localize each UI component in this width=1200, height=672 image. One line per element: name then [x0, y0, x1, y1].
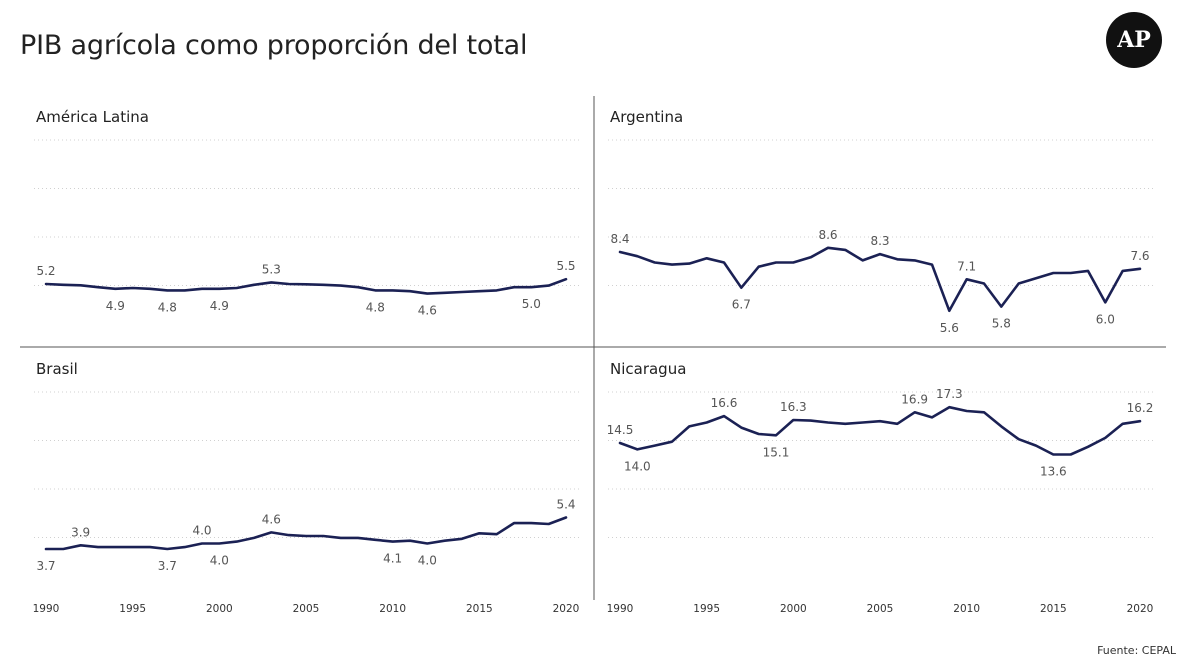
- nicaragua-data-label: 16.6: [711, 396, 738, 410]
- america-latina-panel-title: América Latina: [36, 108, 149, 126]
- brasil-data-label: 3.7: [158, 559, 177, 573]
- america-latina-data-label: 5.3: [262, 262, 281, 276]
- nicaragua-data-label: 14.5: [607, 423, 634, 437]
- brasil-data-label: 4.6: [262, 512, 281, 526]
- nicaragua-series-line: [618, 405, 1142, 456]
- argentina-data-label: 7.6: [1130, 249, 1149, 263]
- argentina-series-line: [618, 246, 1142, 313]
- america-latina-data-label: 5.0: [522, 297, 541, 311]
- nicaragua-data-label: 16.9: [901, 392, 928, 406]
- x-tick-label: 1995: [693, 603, 720, 615]
- brasil-data-label: 3.7: [36, 559, 55, 573]
- x-tick-label: 2010: [953, 603, 980, 615]
- brasil-data-label: 4.0: [418, 553, 437, 567]
- america-latina-data-label: 4.8: [366, 300, 385, 314]
- argentina-data-label: 8.4: [610, 232, 629, 246]
- x-tick-label: 2000: [206, 603, 233, 615]
- nicaragua-data-label: 16.3: [780, 400, 807, 414]
- x-tick-label: 2000: [780, 603, 807, 615]
- ap-logo: AP: [1106, 12, 1162, 68]
- brasil-series-line: [44, 516, 568, 551]
- brasil-data-label: 4.1: [383, 552, 402, 566]
- x-tick-label: 2015: [466, 603, 493, 615]
- x-tick-label: 2020: [553, 603, 580, 615]
- argentina-panel-title: Argentina: [610, 108, 683, 126]
- argentina-data-label: 6.0: [1096, 312, 1115, 326]
- x-tick-label: 1990: [33, 603, 60, 615]
- brasil-data-label: 4.0: [192, 523, 211, 537]
- america-latina-data-label: 5.2: [36, 264, 55, 278]
- america-latina-data-label: 5.5: [556, 259, 575, 273]
- argentina-data-label: 5.8: [992, 317, 1011, 331]
- page-title: PIB agrícola como proporción del total: [20, 30, 528, 61]
- america-latina-data-label: 4.8: [158, 300, 177, 314]
- nicaragua-data-label: 14.0: [624, 459, 651, 473]
- brasil-panel-title: Brasil: [36, 360, 78, 378]
- x-tick-label: 2015: [1040, 603, 1067, 615]
- nicaragua-data-label: 16.2: [1127, 401, 1154, 415]
- america-latina-data-label: 4.9: [106, 299, 125, 313]
- argentina-data-label: 6.7: [732, 298, 751, 312]
- x-tick-label: 2010: [379, 603, 406, 615]
- x-tick-label: 2020: [1127, 603, 1154, 615]
- argentina-data-label: 5.6: [940, 321, 959, 335]
- source-note: Fuente: CEPAL: [1097, 644, 1176, 657]
- x-tick-label: 1995: [119, 603, 146, 615]
- argentina-data-label: 8.6: [818, 228, 837, 242]
- argentina-data-label: 8.3: [870, 234, 889, 248]
- nicaragua-data-label: 17.3: [936, 387, 963, 401]
- argentina-data-label: 7.1: [957, 259, 976, 273]
- nicaragua-data-label: 13.6: [1040, 465, 1067, 479]
- brasil-data-label: 3.9: [71, 525, 90, 539]
- nicaragua-panel-title: Nicaragua: [610, 360, 686, 378]
- america-latina-series-line: [44, 277, 568, 295]
- brasil-data-label: 5.4: [556, 498, 575, 512]
- x-tick-label: 2005: [867, 603, 894, 615]
- x-tick-label: 2005: [293, 603, 320, 615]
- nicaragua-data-label: 15.1: [763, 445, 790, 459]
- brasil-data-label: 4.0: [210, 553, 229, 567]
- america-latina-data-label: 4.6: [418, 304, 437, 318]
- x-tick-label: 1990: [607, 603, 634, 615]
- america-latina-data-label: 4.9: [210, 299, 229, 313]
